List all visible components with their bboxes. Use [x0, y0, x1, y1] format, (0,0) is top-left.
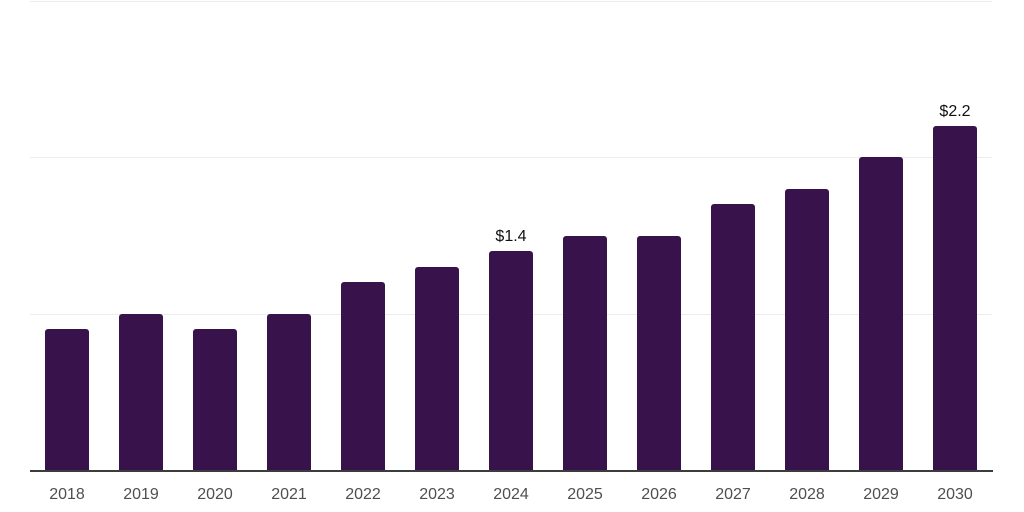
x-tick-label-2024: 2024 — [493, 486, 529, 503]
bar-2030 — [933, 126, 977, 470]
value-label-2030: $2.2 — [939, 103, 971, 120]
gridline — [30, 1, 992, 2]
bar-2027 — [711, 204, 755, 470]
bar-2029 — [859, 157, 903, 470]
value-label-2024: $1.4 — [495, 228, 527, 245]
bar-2025 — [563, 236, 607, 471]
x-tick-label-2028: 2028 — [789, 486, 825, 503]
x-tick-label-2022: 2022 — [345, 486, 381, 503]
x-tick-label-2021: 2021 — [271, 486, 307, 503]
bar-2022 — [341, 282, 385, 470]
x-tick-label-2025: 2025 — [567, 486, 603, 503]
bar-2019 — [119, 314, 163, 470]
x-tick-label-2026: 2026 — [641, 486, 677, 503]
x-tick-label-2020: 2020 — [197, 486, 233, 503]
bar-2026 — [637, 236, 681, 471]
x-tick-label-2027: 2027 — [715, 486, 751, 503]
x-axis-line — [30, 470, 993, 472]
x-tick-label-2030: 2030 — [937, 486, 973, 503]
x-tick-label-2018: 2018 — [49, 486, 85, 503]
bar-2023 — [415, 267, 459, 470]
x-tick-label-2023: 2023 — [419, 486, 455, 503]
bar-2018 — [45, 329, 89, 470]
bar-2021 — [267, 314, 311, 470]
bar-2028 — [785, 189, 829, 470]
gridline — [30, 157, 992, 158]
bar-2020 — [193, 329, 237, 470]
bar-2024 — [489, 251, 533, 470]
x-tick-label-2029: 2029 — [863, 486, 899, 503]
x-tick-label-2019: 2019 — [123, 486, 159, 503]
